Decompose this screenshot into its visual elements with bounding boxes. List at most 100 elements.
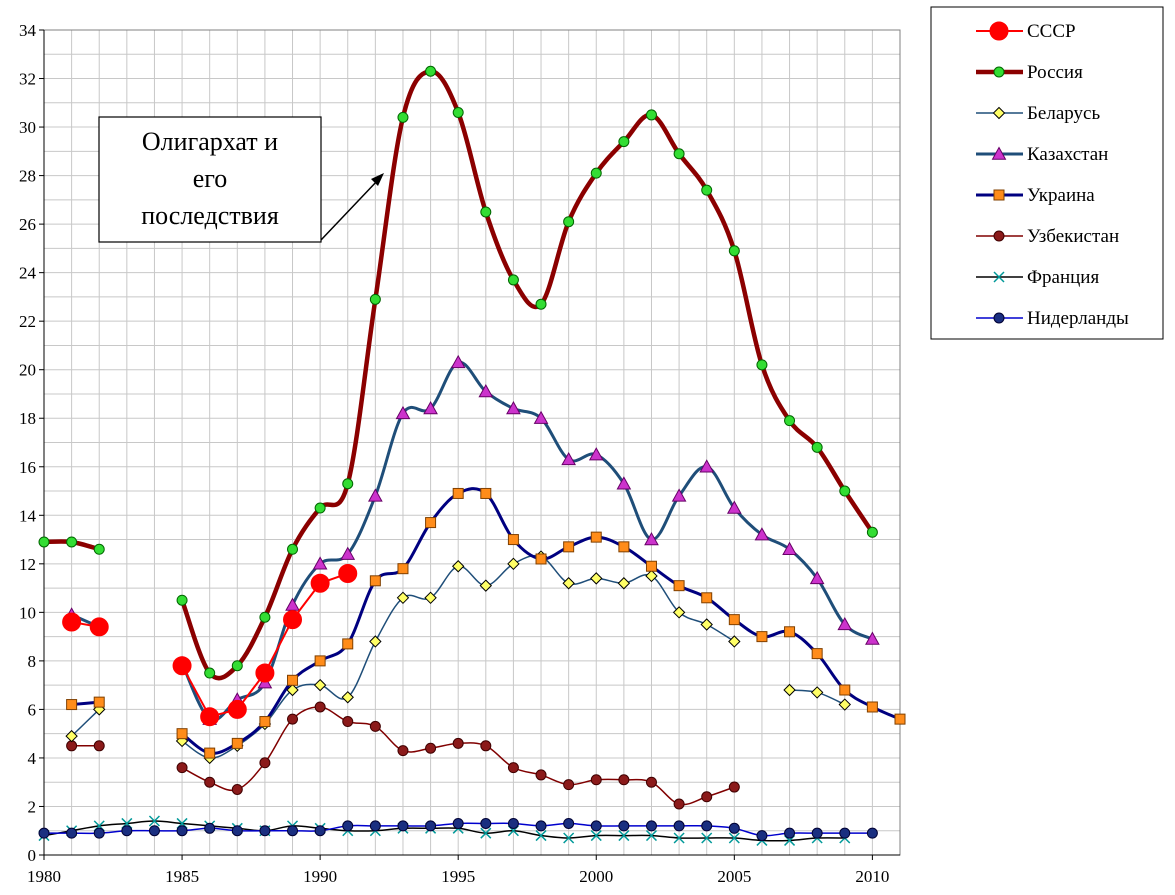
legend-item: Россия [976, 62, 1083, 83]
data-point [563, 832, 575, 844]
data-point [93, 696, 105, 708]
data-point [287, 543, 299, 555]
data-point [452, 107, 464, 118]
x-tick-label: 2010 [855, 867, 889, 886]
data-point [369, 820, 381, 832]
data-point [535, 769, 547, 781]
legend: СССР Россия Беларусь Казахстан Украина Узбеки… [930, 6, 1164, 340]
data-point [425, 742, 437, 754]
data-point [699, 459, 715, 473]
data-point [645, 560, 657, 572]
legend-label: Казахстан [1027, 144, 1108, 165]
data-point [93, 827, 105, 839]
legend-label: Франция [1027, 267, 1099, 288]
data-point [756, 631, 768, 643]
y-tick-label: 18 [19, 409, 36, 428]
data-point [478, 384, 494, 398]
data-point [782, 541, 797, 555]
data-point [506, 400, 521, 415]
data-point [728, 635, 741, 648]
legend-item: Казахстан [976, 144, 1108, 165]
data-point [507, 762, 519, 774]
annotation-arrow-head [371, 173, 384, 186]
x-tick-label: 1980 [27, 867, 61, 886]
annotation-text: Олигархат и [142, 127, 278, 156]
data-point [204, 776, 216, 788]
data-point [424, 591, 437, 605]
data-point [204, 667, 216, 679]
data-point [425, 65, 437, 77]
data-point [866, 827, 878, 839]
data-point [618, 820, 630, 832]
data-point [590, 572, 603, 585]
data-point [701, 820, 713, 832]
data-point [259, 757, 271, 769]
series-circle-navy [38, 817, 878, 842]
data-point [618, 830, 630, 842]
data-point [369, 635, 382, 648]
legend-marker [993, 312, 1005, 324]
data-point [645, 830, 658, 842]
data-point [590, 820, 602, 832]
legend-marker [993, 189, 1005, 201]
x-tick-label: 2000 [579, 867, 613, 886]
data-point [342, 638, 354, 650]
series-circle-large [62, 564, 358, 727]
data-point [866, 701, 878, 713]
data-point [728, 832, 740, 844]
data-point [618, 774, 630, 786]
data-point [810, 686, 824, 699]
data-point [451, 560, 465, 573]
data-point [368, 488, 383, 502]
data-point [452, 737, 464, 749]
data-point [756, 830, 768, 842]
annotation-box [98, 116, 322, 243]
data-point [62, 612, 82, 632]
data-point [395, 405, 411, 420]
y-tick-label: 10 [19, 603, 36, 622]
data-point [450, 354, 466, 369]
data-point [231, 783, 243, 795]
data-point [811, 648, 823, 660]
x-mark-stroke [701, 832, 713, 844]
y-tick-label: 6 [28, 700, 37, 719]
data-point [204, 822, 216, 834]
data-point [894, 713, 906, 725]
data-point [397, 563, 409, 575]
data-point [480, 206, 492, 218]
data-point [839, 684, 851, 696]
data-point [172, 656, 192, 676]
data-point [533, 410, 549, 424]
data-point [148, 825, 160, 837]
legend-item: Украина [976, 185, 1095, 206]
data-point [673, 832, 685, 844]
legend-item: Беларусь [976, 103, 1100, 124]
data-point [479, 579, 493, 592]
x-tick-label: 1985 [165, 867, 199, 886]
data-point [645, 776, 657, 788]
data-point [563, 541, 575, 553]
series-lines [38, 65, 906, 846]
data-point [396, 591, 410, 605]
y-tick-label: 28 [19, 167, 36, 186]
data-point [314, 825, 326, 837]
y-tick-label: 2 [28, 797, 37, 816]
data-point [535, 553, 547, 565]
data-point [66, 536, 78, 548]
data-point [590, 531, 602, 543]
x-mark-stroke [728, 832, 740, 844]
data-point [425, 517, 437, 529]
y-tick-label: 14 [19, 506, 37, 525]
data-point [673, 820, 685, 832]
data-point [588, 447, 604, 461]
data-point [728, 781, 740, 793]
data-point [728, 614, 740, 626]
data-point [231, 737, 243, 749]
y-tick-label: 8 [28, 652, 37, 671]
data-point [618, 136, 630, 148]
data-point [507, 534, 519, 546]
data-point [148, 815, 160, 827]
data-point [38, 827, 50, 839]
x-tick-label: 1995 [441, 867, 475, 886]
data-point [369, 575, 381, 587]
